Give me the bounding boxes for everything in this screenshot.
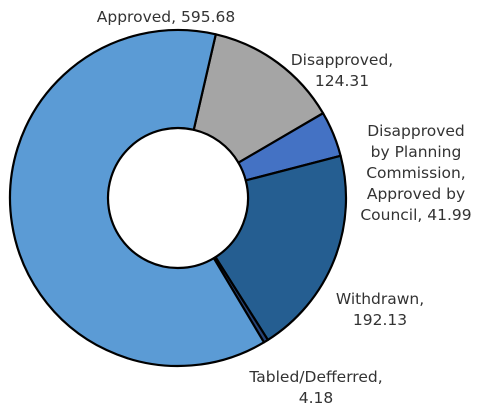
label-line: 192.13	[353, 311, 407, 329]
label-line: 4.18	[299, 389, 334, 407]
slice-labels: Disapproved, 124.31 Disapproved by Planning…	[97, 8, 472, 407]
label-line: Council, 41.99	[360, 206, 471, 224]
label-line: Commission,	[366, 164, 466, 182]
label-approved: Approved, 595.68	[97, 8, 235, 26]
label-line: Approved, 595.68	[97, 8, 235, 26]
label-disapproved-by-planning-commission-approved-by-council: Disapproved by Planning Commission, Approve…	[360, 122, 471, 224]
label-withdrawn: Withdrawn, 192.13	[336, 290, 424, 329]
slice-withdrawn	[214, 154, 348, 342]
donut-slices	[8, 28, 348, 368]
label-disapproved: Disapproved, 124.31	[291, 51, 393, 90]
label-tabled-defferred: Tabled/Defferred, 4.18	[248, 368, 382, 407]
label-line: Disapproved	[367, 122, 465, 140]
label-line: Tabled/Defferred,	[248, 368, 382, 386]
label-line: Disapproved,	[291, 51, 393, 69]
label-line: 124.31	[315, 72, 369, 90]
label-line: Approved by	[367, 185, 465, 203]
slice-approved	[8, 28, 266, 368]
label-line: by Planning	[371, 143, 462, 161]
label-line: Withdrawn,	[336, 290, 424, 308]
